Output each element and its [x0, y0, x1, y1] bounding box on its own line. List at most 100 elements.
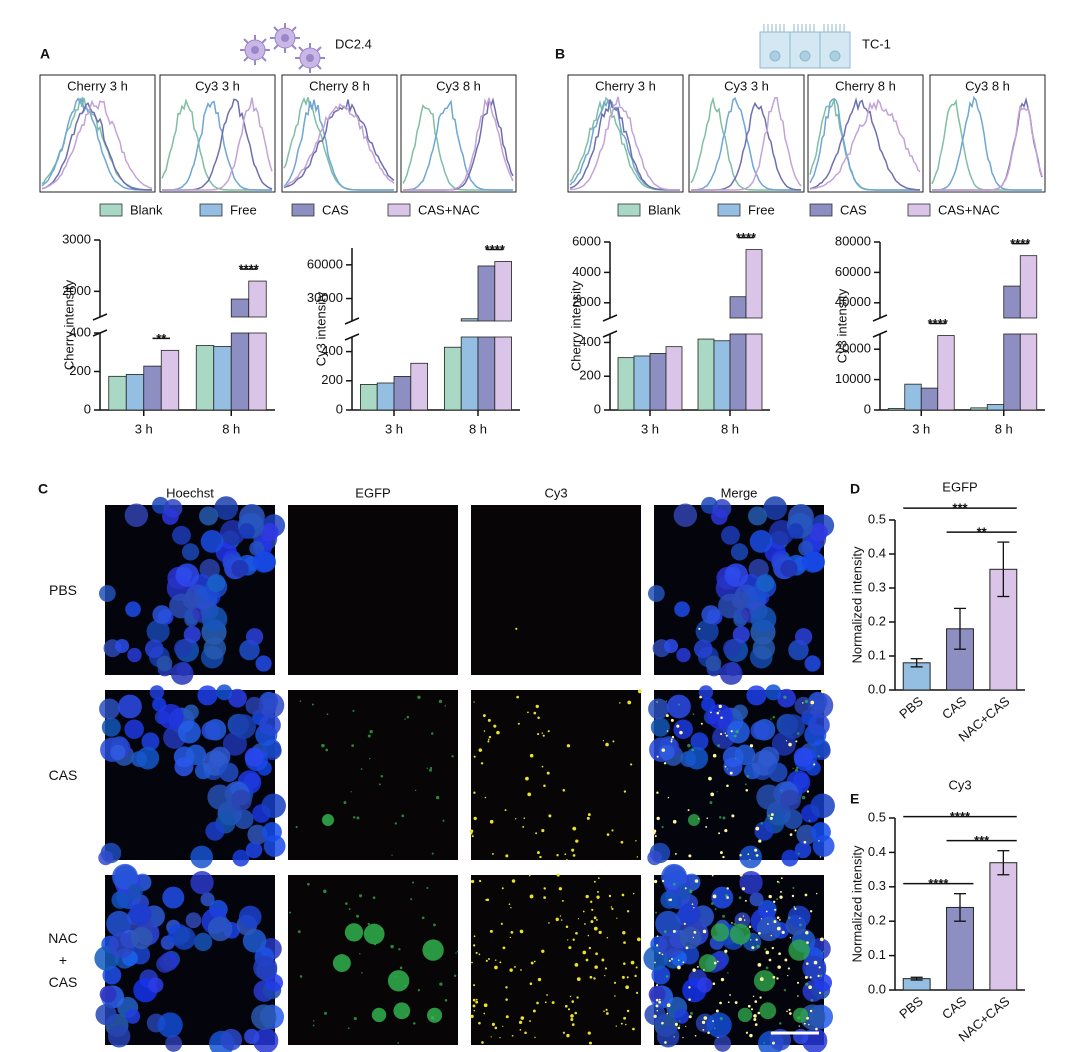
egfp-dot	[399, 966, 403, 970]
x-tick-label: 3 h	[641, 421, 659, 436]
nucleus	[780, 714, 805, 740]
egfp-dot	[323, 889, 327, 894]
egfp-dot	[361, 972, 363, 974]
cy3-dot	[478, 1021, 481, 1025]
micrograph	[288, 875, 459, 1045]
cy3-dot	[810, 700, 815, 705]
egfp-dot	[776, 898, 779, 901]
egfp-dot	[372, 896, 376, 900]
histogram-title: Cherry 3 h	[595, 78, 656, 93]
nucleus	[185, 912, 202, 929]
cy3-dot	[635, 966, 638, 969]
cy3-dot	[676, 724, 680, 728]
cy3-dot	[781, 930, 785, 934]
cy3-dot	[749, 858, 751, 861]
nucleus	[765, 684, 782, 701]
nucleus	[723, 639, 741, 658]
cy3-dot	[661, 748, 666, 752]
row-label-box: NAC + CAS	[48, 930, 78, 990]
cy3-dot	[510, 931, 514, 934]
nucleus	[739, 845, 762, 869]
cy3-dot	[622, 931, 626, 935]
cy3-dot	[796, 981, 800, 984]
cy3-dot	[589, 975, 593, 979]
egfp-dot	[726, 768, 729, 770]
nucleus	[234, 809, 254, 830]
bar	[460, 336, 479, 411]
cy3-dot	[754, 1023, 758, 1026]
axis-break	[602, 330, 618, 338]
cy3-dot	[759, 996, 762, 999]
nucleus	[205, 821, 225, 841]
y-tick-label: 400	[579, 334, 601, 349]
bar	[248, 280, 267, 318]
nucleus	[118, 694, 142, 719]
cy3-dot	[505, 1015, 509, 1019]
cy3-dot	[626, 976, 629, 979]
cy3-dot	[539, 855, 542, 859]
cy3-dot	[726, 896, 729, 899]
dc-cell-icon	[240, 23, 325, 73]
egfp-dot	[735, 730, 739, 734]
cy3-dot	[490, 1036, 492, 1038]
egfp-dot	[822, 950, 825, 953]
cy3-dot	[605, 742, 609, 747]
cy3-dot	[587, 813, 591, 817]
nucleus	[220, 1028, 243, 1051]
nucleus	[238, 523, 255, 539]
histogram-title: Cy3 8 h	[436, 78, 481, 93]
cy3-dot	[499, 961, 502, 964]
histogram-curve	[932, 105, 1043, 191]
histogram-curve	[931, 95, 1042, 191]
y-tick-label: 80000	[835, 233, 871, 248]
cy3-dot	[696, 966, 699, 968]
cy3-dot	[473, 1009, 476, 1012]
nucleus	[112, 863, 139, 890]
cy3-dot	[494, 1026, 498, 1030]
cy3-dot	[772, 975, 776, 979]
cy3-dot	[566, 744, 571, 748]
cy3-dot	[795, 740, 798, 743]
nucleus	[253, 955, 278, 980]
bar	[460, 318, 479, 322]
nucleus	[197, 685, 218, 706]
histogram-curve	[809, 96, 921, 191]
micrograph	[288, 505, 458, 675]
bar	[697, 338, 715, 411]
egfp-dot	[326, 713, 329, 716]
cy3-dot	[656, 755, 659, 758]
histogram-curve	[283, 99, 395, 189]
nucleus	[158, 703, 184, 730]
cy3-dot	[786, 1010, 788, 1013]
egfp-dot	[763, 1042, 765, 1044]
cy3-dot	[499, 1036, 501, 1039]
cy3-dot	[716, 960, 719, 963]
egfp-blob	[698, 954, 717, 973]
cy3-dot	[475, 951, 478, 954]
egfp-dot	[430, 1016, 435, 1020]
cy3-dot	[712, 982, 716, 986]
bar	[108, 375, 127, 411]
egfp-dot	[417, 988, 421, 992]
bar	[160, 349, 180, 411]
cy3-dot	[483, 1012, 486, 1015]
egfp-dot	[733, 922, 736, 926]
nucleus	[148, 977, 164, 993]
egfp-dot	[819, 974, 823, 977]
nucleus	[156, 655, 173, 672]
cy3-dot	[566, 858, 568, 861]
cy3-dot	[672, 929, 676, 933]
cy3-dot	[488, 958, 490, 960]
egfp-dot	[770, 984, 773, 987]
histogram-title: Cherry 8 h	[835, 78, 896, 93]
egfp-blob	[793, 1007, 809, 1023]
egfp-dot	[772, 1014, 774, 1016]
bar	[477, 336, 496, 411]
nucleus	[781, 849, 799, 867]
micrograph	[469, 689, 642, 861]
egfp-blob	[737, 1007, 753, 1023]
egfp-dot	[350, 791, 352, 793]
cy3-dot	[475, 998, 478, 1001]
cy3-dot	[572, 826, 577, 831]
nucleus	[114, 638, 130, 654]
